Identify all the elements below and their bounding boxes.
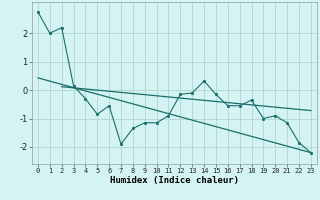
X-axis label: Humidex (Indice chaleur): Humidex (Indice chaleur) — [110, 176, 239, 185]
